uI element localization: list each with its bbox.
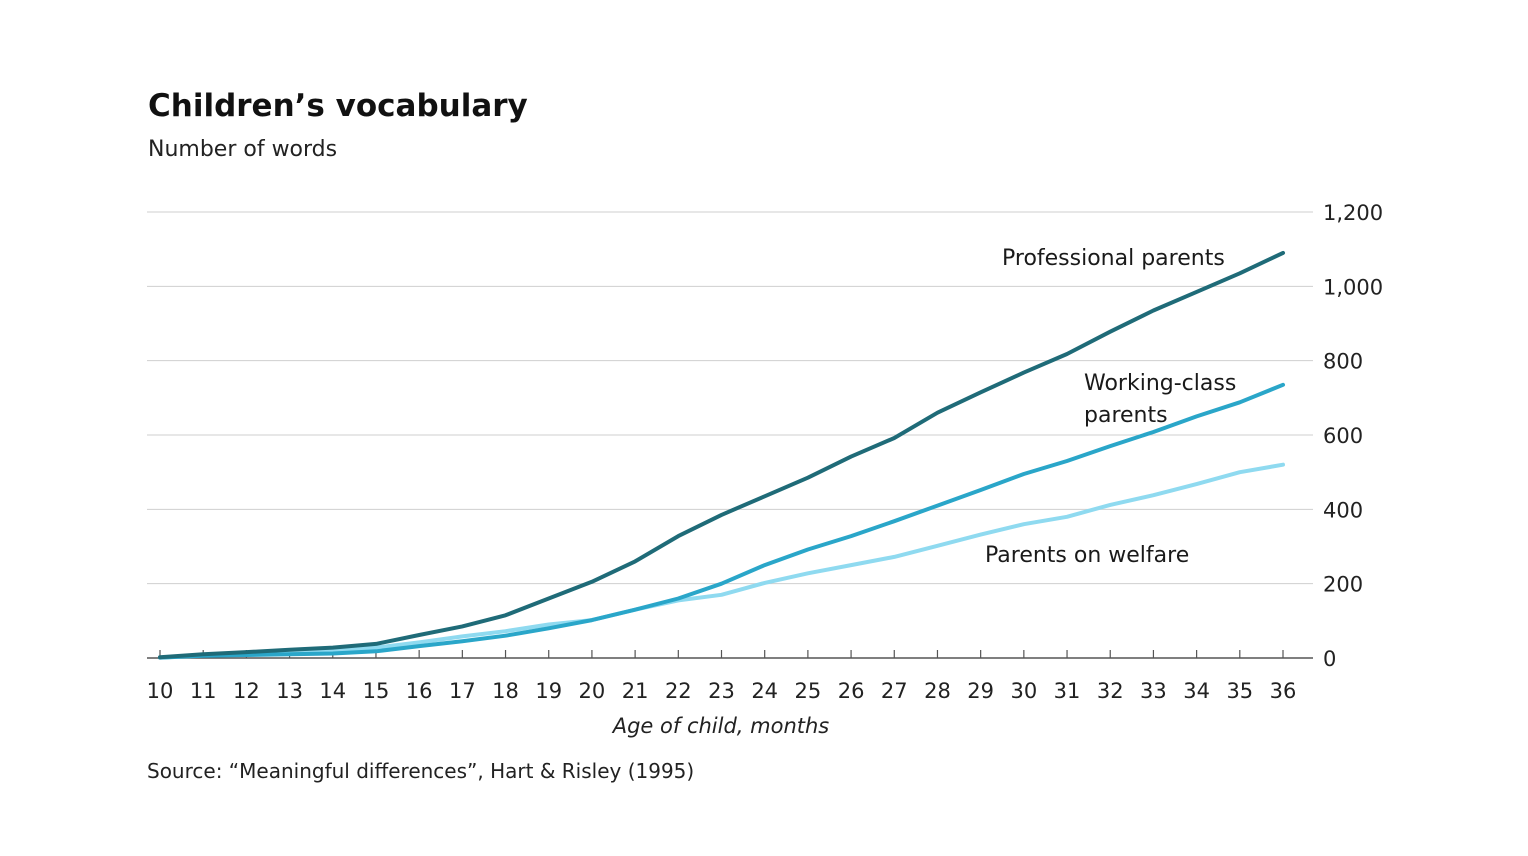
x-tick-label: 18 [492, 679, 519, 703]
y-tick-label: 600 [1323, 424, 1363, 448]
x-tick-label: 10 [147, 679, 174, 703]
chart-title: Children’s vocabulary [148, 88, 528, 124]
x-tick-label: 13 [276, 679, 303, 703]
x-axis-title: Age of child, months [611, 714, 830, 738]
x-tick-label: 16 [406, 679, 433, 703]
x-tick-label: 15 [363, 679, 390, 703]
x-tick-label: 19 [535, 679, 562, 703]
x-tick-label: 29 [967, 679, 994, 703]
series-line-professional-parents [158, 250, 1285, 660]
series-label-parents-on-welfare: Parents on welfare [985, 543, 1189, 568]
x-tick-label: 22 [665, 679, 692, 703]
x-tick-label: 34 [1183, 679, 1210, 703]
x-tick-label: 17 [449, 679, 476, 703]
x-tick-label: 30 [1010, 679, 1037, 703]
x-tick-label: 35 [1226, 679, 1253, 703]
y-tick-label: 1,000 [1323, 275, 1383, 299]
series-line-parents-on-welfare [158, 462, 1285, 660]
y-tick-label: 400 [1323, 498, 1363, 522]
chart-subtitle: Number of words [148, 137, 337, 162]
y-tick-label: 200 [1323, 573, 1363, 597]
x-tick-label: 36 [1270, 679, 1297, 703]
x-tick-label: 14 [319, 679, 346, 703]
source-note: Source: “Meaningful differences”, Hart &… [147, 759, 694, 783]
y-tick-label: 1,200 [1323, 201, 1383, 225]
series-line-working-class-parents [158, 382, 1285, 660]
x-tick-label: 25 [795, 679, 822, 703]
x-tick-label: 33 [1140, 679, 1167, 703]
y-tick-label: 0 [1323, 647, 1336, 671]
series-labels: Professional parents Working-class parents… [985, 246, 1236, 568]
x-tick-label: 31 [1054, 679, 1081, 703]
y-axis-labels: 0 200 400 600 800 1,000 1,200 [1323, 201, 1383, 671]
x-axis-labels: 10 11 12 13 14 15 16 17 18 19 20 21 22 23 24 25 26 27 28 29… [147, 679, 1297, 703]
x-tick-label: 23 [708, 679, 735, 703]
x-tick-label: 27 [881, 679, 908, 703]
x-tick-label: 12 [233, 679, 260, 703]
x-tick-label: 21 [622, 679, 649, 703]
x-tick-label: 26 [838, 679, 865, 703]
series-label-working-class-parents: Working-class parents [1084, 371, 1236, 428]
x-tick-label: 11 [190, 679, 217, 703]
x-tick-label: 28 [924, 679, 951, 703]
series-lines [158, 250, 1285, 660]
x-tick-label: 32 [1097, 679, 1124, 703]
y-tick-label: 800 [1323, 350, 1363, 374]
x-tick-label: 24 [751, 679, 778, 703]
x-tick-label: 20 [579, 679, 606, 703]
series-label-professional-parents: Professional parents [1002, 246, 1225, 271]
gridlines [147, 211, 1313, 659]
